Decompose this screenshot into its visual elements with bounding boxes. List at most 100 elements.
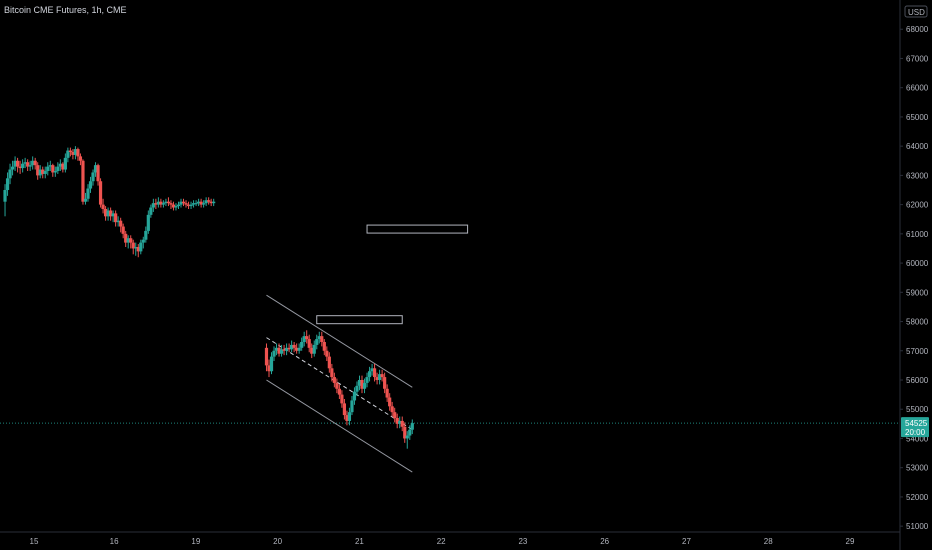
candle-body	[141, 239, 145, 243]
candle-body	[149, 207, 153, 215]
candle-body	[191, 203, 196, 205]
candle-body	[21, 163, 25, 169]
candle-body	[390, 406, 394, 413]
y-tick-label: 56000	[906, 376, 929, 385]
candle-body	[400, 420, 404, 427]
candle-body	[393, 412, 397, 418]
y-tick-label: 60000	[906, 259, 929, 268]
currency-label-box	[904, 5, 928, 18]
candle-body	[91, 172, 95, 182]
candle-body	[73, 149, 78, 155]
candle-body	[209, 201, 213, 204]
candle-body	[204, 200, 208, 204]
x-tick-label: 28	[764, 537, 773, 546]
candle-body	[300, 342, 304, 348]
rectangle-drawing[interactable]	[316, 315, 403, 325]
candle-body	[151, 203, 155, 208]
y-tick-label: 54000	[906, 434, 929, 443]
candle-body	[31, 160, 35, 166]
candle-body	[322, 342, 326, 351]
candle-body	[292, 344, 296, 348]
candle-body	[274, 347, 279, 351]
candle-body	[66, 150, 70, 158]
candle-body	[212, 201, 216, 204]
candle-body	[410, 423, 414, 430]
candle-body	[154, 203, 158, 205]
last-price-value: 54525	[905, 419, 928, 428]
candle-body	[8, 169, 12, 179]
candle-body	[320, 336, 324, 342]
candle-body	[335, 382, 339, 389]
candle-body	[194, 203, 198, 205]
candle-body	[302, 336, 306, 342]
candle-body	[197, 201, 201, 204]
candle-body	[126, 238, 130, 243]
y-tick-label: 62000	[906, 201, 929, 210]
channel-lower-line[interactable]	[266, 379, 413, 473]
candle-body	[71, 152, 75, 155]
candle-body	[388, 397, 392, 407]
candle-body	[330, 368, 334, 378]
candle-body	[352, 391, 357, 401]
candle-body	[93, 165, 98, 173]
candle-body	[181, 201, 186, 204]
candle-body	[284, 347, 289, 351]
candle-body	[367, 371, 372, 378]
candle-body	[10, 166, 15, 170]
candle-body	[88, 181, 93, 189]
x-tick-label: 15	[30, 537, 39, 546]
candle-body	[18, 166, 22, 169]
last-price-countdown: 20:00	[905, 428, 926, 437]
candle-body	[342, 403, 347, 416]
candle-body	[290, 344, 294, 350]
candle-body	[156, 201, 160, 205]
candle-body	[96, 165, 100, 182]
candle-body	[134, 247, 138, 249]
candle-body	[78, 156, 83, 161]
candle-body	[129, 238, 133, 243]
candle-body	[184, 203, 188, 205]
candle-body	[5, 178, 10, 190]
rectangle-drawing[interactable]	[366, 224, 469, 234]
candle-body	[279, 349, 284, 354]
candle-body	[375, 377, 379, 380]
y-tick-label: 65000	[906, 113, 929, 122]
y-tick-label: 55000	[906, 405, 929, 414]
candle-body	[121, 226, 125, 234]
x-tick-label: 16	[110, 537, 119, 546]
channel-upper-line[interactable]	[266, 294, 413, 388]
candle-body	[63, 157, 67, 170]
candle-body	[408, 429, 412, 436]
x-tick-label: 19	[191, 537, 200, 546]
candle-body	[398, 420, 402, 424]
x-tick-label: 21	[355, 537, 364, 546]
candle-body	[23, 162, 27, 164]
candle-body	[15, 160, 20, 167]
candle-body	[83, 198, 88, 202]
candle-body	[186, 204, 191, 207]
candle-body	[340, 394, 344, 404]
candle-body	[139, 242, 143, 252]
candle-body	[405, 435, 409, 439]
candle-body	[3, 190, 7, 202]
y-tick-label: 58000	[906, 318, 929, 327]
candle-body	[86, 188, 90, 199]
candle-body	[146, 214, 150, 231]
candle-body	[310, 347, 314, 354]
drawing-layer[interactable]	[0, 224, 900, 473]
candle-body	[38, 169, 42, 176]
y-tick-label: 67000	[906, 54, 929, 63]
candle-body	[81, 160, 85, 202]
currency-label: USD	[908, 8, 925, 17]
y-tick-label: 66000	[906, 84, 929, 93]
candle-body	[174, 206, 178, 208]
candle-body	[53, 171, 57, 173]
candle-body	[297, 347, 301, 351]
candle-body	[295, 347, 299, 351]
candle-body	[144, 230, 148, 240]
candle-body	[136, 247, 140, 252]
channel-mid-line[interactable]	[266, 337, 413, 431]
candle-body	[199, 201, 203, 205]
